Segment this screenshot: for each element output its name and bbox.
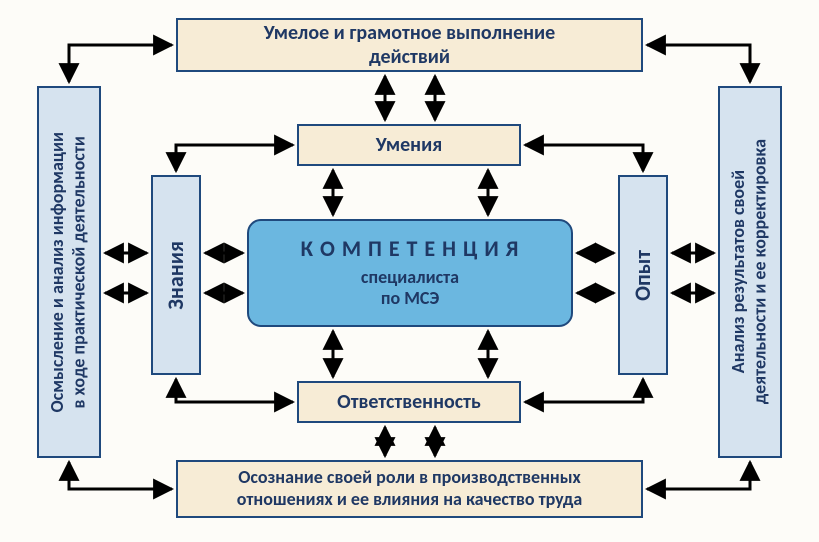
node-otvet: Ответственность xyxy=(297,381,521,423)
node-opyt: Опыт xyxy=(618,175,668,375)
node-center: К О М П Е Т Е Н Ц И Я специалиста по МСЭ xyxy=(247,219,573,327)
node-opyt-label: Опыт xyxy=(630,250,656,301)
node-left-label: Осмысление и анализ информации в ходе пр… xyxy=(47,132,90,413)
node-right-label: Анализ результатов своей деятельности и … xyxy=(728,139,771,404)
node-bottom: Осознание своей роли в производственных … xyxy=(176,460,643,518)
node-umeniya: Умения xyxy=(297,124,521,166)
center-sub1: специалиста xyxy=(361,267,459,289)
node-znaniya: Знания xyxy=(151,175,201,375)
node-znaniya-label: Знания xyxy=(163,241,189,310)
node-left: Осмысление и анализ информации в ходе пр… xyxy=(37,86,101,458)
node-top: Умелое и грамотное выполнение действий xyxy=(176,18,643,72)
node-right: Анализ результатов своей деятельности и … xyxy=(718,86,782,458)
center-title: К О М П Е Т Е Н Ц И Я xyxy=(301,236,520,262)
center-sub2: по МСЭ xyxy=(381,288,439,310)
